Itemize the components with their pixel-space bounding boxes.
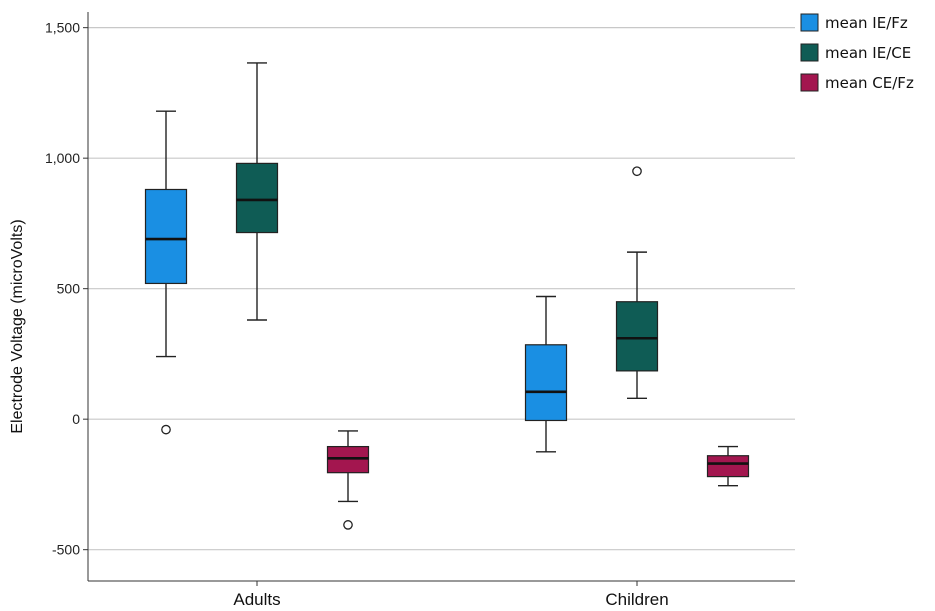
outlier-point xyxy=(161,424,171,435)
legend-item: mean CE/Fz xyxy=(800,73,914,92)
box-iqr xyxy=(326,445,370,474)
box-iqr xyxy=(706,455,750,478)
legend-label: mean IE/CE xyxy=(825,44,911,62)
box-mean-ce-fz-children xyxy=(706,445,750,487)
y-axis-title: Electrode Voltage (microVolts) xyxy=(9,219,26,433)
grid-lines xyxy=(88,27,795,551)
legend: mean IE/Fz mean IE/CE mean CE/Fz xyxy=(800,13,914,92)
box-iqr xyxy=(524,344,568,422)
y-tick-label: 1,500 xyxy=(45,20,80,36)
axes xyxy=(83,12,795,586)
x-category-label: Adults xyxy=(233,590,280,609)
y-tick-label: 500 xyxy=(57,281,81,297)
y-tick-label: -500 xyxy=(52,542,80,558)
box-mean-ie-fz-children xyxy=(524,295,568,453)
outlier-point xyxy=(632,166,642,177)
box-plots xyxy=(144,62,750,530)
box-mean-ie-ce-children xyxy=(615,166,659,399)
legend-item: mean IE/Fz xyxy=(800,13,908,32)
outlier-point xyxy=(343,520,353,530)
box-iqr xyxy=(144,188,188,285)
box-iqr xyxy=(615,301,659,372)
legend-label: mean IE/Fz xyxy=(825,14,908,32)
x-category-label: Children xyxy=(605,590,668,609)
y-tick-label: 0 xyxy=(72,411,80,427)
legend-item: mean IE/CE xyxy=(800,43,911,62)
legend-swatch xyxy=(800,73,819,92)
box-mean-ie-ce-adults xyxy=(235,62,279,321)
y-tick-label: 1,000 xyxy=(45,150,80,166)
legend-swatch xyxy=(800,13,819,32)
legend-label: mean CE/Fz xyxy=(825,74,914,92)
box-mean-ie-fz-adults xyxy=(144,110,188,435)
box-mean-ce-fz-adults xyxy=(326,430,370,530)
legend-swatch xyxy=(800,43,819,62)
box-iqr xyxy=(235,162,279,234)
axis-labels: -500 0 500 1,000 1,500 Electrode Voltage (mic… xyxy=(9,20,669,609)
